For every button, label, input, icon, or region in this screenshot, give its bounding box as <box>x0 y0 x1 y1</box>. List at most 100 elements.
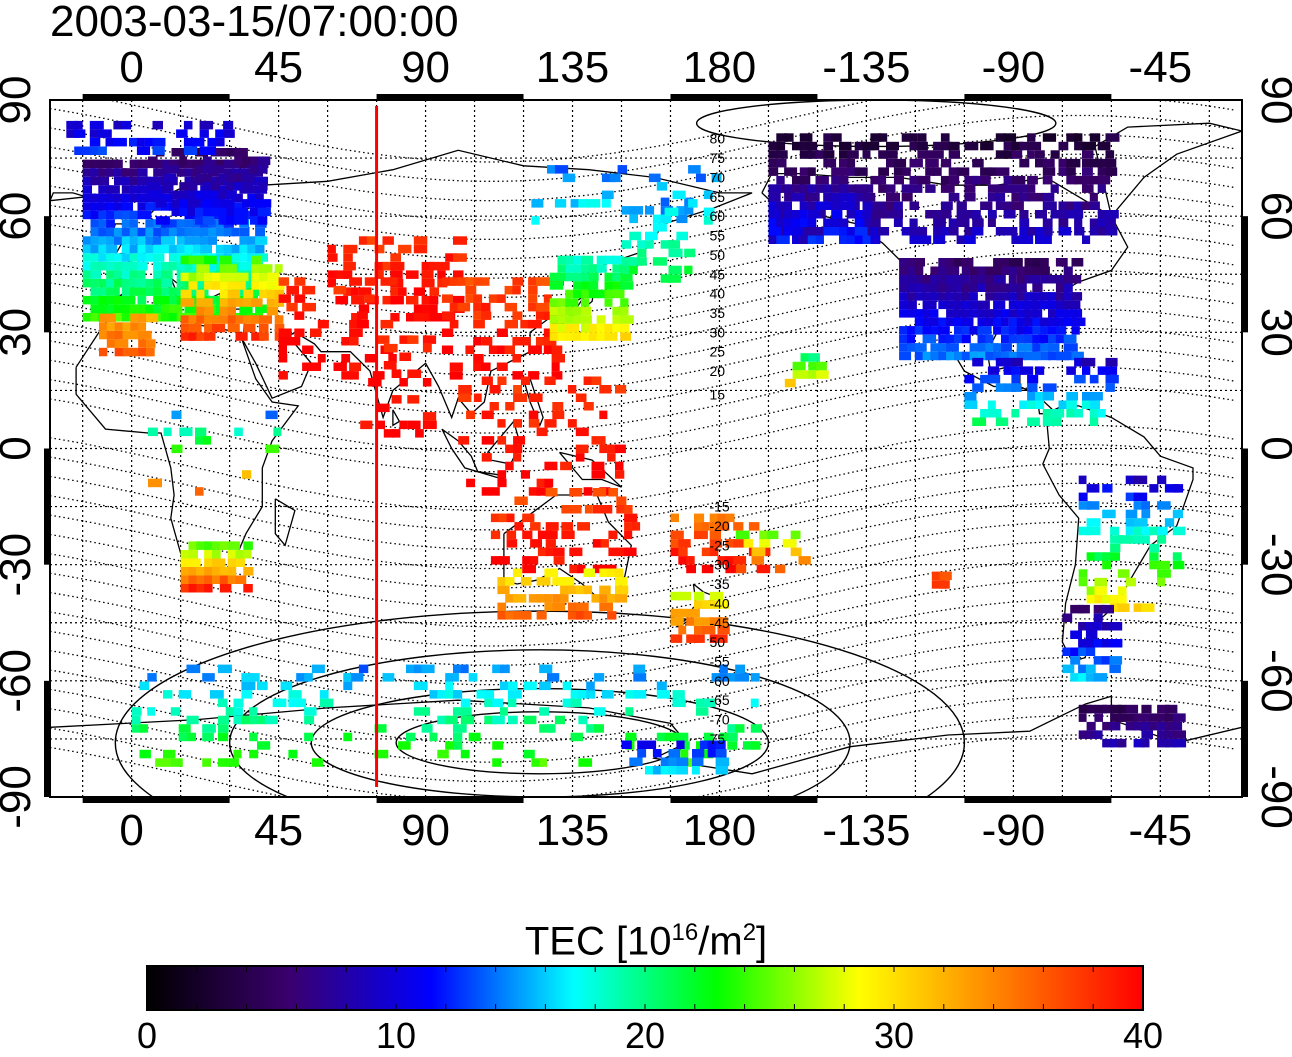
tec-cell <box>168 287 183 296</box>
tec-cell <box>717 522 730 531</box>
tec-cell <box>686 608 700 618</box>
tec-cell <box>114 176 127 186</box>
tec-cell <box>807 201 819 210</box>
tec-cell <box>390 253 401 262</box>
tec-cell <box>993 300 1006 310</box>
tec-cell <box>137 304 150 313</box>
tec-cell <box>670 547 679 557</box>
tec-cell <box>980 141 994 151</box>
tec-cell <box>768 201 780 210</box>
tec-cell <box>180 584 191 593</box>
tec-cell <box>1157 475 1167 485</box>
tec-cell <box>719 673 728 682</box>
tec-cell <box>768 158 778 168</box>
tec-cell <box>1070 647 1082 656</box>
tec-cell <box>1105 383 1115 392</box>
tec-cell <box>776 210 788 219</box>
tec-cell <box>1063 275 1073 284</box>
tec-cell <box>89 120 104 130</box>
tec-cell <box>242 470 252 479</box>
tec-cell <box>505 444 519 454</box>
tec-cell <box>1035 392 1047 401</box>
tec-cell <box>539 681 551 691</box>
x-tick-bottom: 180 <box>683 806 756 855</box>
tec-cell <box>586 690 596 699</box>
tec-cell <box>184 236 196 245</box>
tec-cell <box>633 664 646 674</box>
tec-cell <box>565 298 579 307</box>
tec-cell <box>961 309 973 318</box>
tec-cell <box>390 287 400 296</box>
tec-cell <box>784 218 795 227</box>
tec-cell <box>259 315 272 324</box>
tec-cell <box>977 283 992 292</box>
tec-cell <box>1109 664 1121 674</box>
tec-cell <box>161 244 174 254</box>
tec-cell <box>931 580 946 589</box>
tec-cell <box>1071 326 1080 335</box>
tec-cell <box>153 227 162 237</box>
tec-cell <box>204 323 215 333</box>
tec-cell <box>1082 175 1092 185</box>
tec-cell <box>208 176 218 186</box>
tec-cell <box>799 235 812 244</box>
tec-cell <box>145 244 155 254</box>
tec-cell <box>599 568 610 577</box>
tec-cell <box>862 192 873 202</box>
tec-cell <box>163 758 172 767</box>
tec-cell <box>507 690 522 699</box>
tec-cell <box>188 315 200 324</box>
tec-cell <box>453 741 463 750</box>
tec-cell <box>1082 392 1094 401</box>
tec-cell <box>204 332 216 341</box>
tec-cell <box>257 741 271 750</box>
tec-cell <box>98 295 109 305</box>
tec-cell <box>251 264 264 273</box>
tec-cell <box>567 385 577 394</box>
tec-cell <box>249 199 263 208</box>
tec-cell <box>349 319 358 329</box>
tec-cell <box>512 277 524 286</box>
tec-cell <box>581 289 592 299</box>
tec-cell <box>954 334 965 344</box>
tec-cell <box>106 295 117 305</box>
tec-cell <box>543 328 553 337</box>
tec-cell <box>1172 560 1185 570</box>
contour-line <box>50 385 1236 473</box>
tec-cell <box>513 385 522 394</box>
tec-cell <box>995 201 1008 210</box>
tec-cell <box>933 150 944 159</box>
tec-cell <box>823 150 835 159</box>
tec-cell <box>383 429 395 438</box>
tec-cell <box>1016 334 1026 344</box>
tec-cell <box>1097 141 1111 151</box>
coastline <box>50 192 87 202</box>
tec-cell <box>652 766 664 775</box>
contour-label: 55 <box>709 228 725 244</box>
tec-cell <box>146 347 155 357</box>
tec-cell <box>1074 218 1083 227</box>
tec-cell <box>956 201 967 210</box>
tec-cell <box>90 278 99 288</box>
tec-cell <box>727 724 737 733</box>
tec-cell <box>1141 721 1155 731</box>
tec-cell <box>607 444 619 454</box>
contour-label: 75 <box>709 150 725 166</box>
tec-cell <box>1105 210 1119 219</box>
tec-cell <box>1016 351 1026 361</box>
tec-cell <box>121 219 133 228</box>
tec-cell <box>1117 586 1127 595</box>
tec-cell <box>925 158 939 168</box>
tec-cell <box>227 567 237 576</box>
tec-cell <box>457 277 470 286</box>
tec-cell <box>153 278 162 288</box>
tec-cell <box>374 270 384 279</box>
tec-cell <box>1086 704 1096 714</box>
colorbar-title-unit: /m <box>698 919 743 964</box>
tec-cell <box>121 236 135 245</box>
tec-cell <box>1133 492 1148 502</box>
tec-cell <box>656 690 671 699</box>
tec-cell <box>545 547 556 557</box>
tec-cell <box>239 253 253 262</box>
tec-cell <box>1016 275 1026 284</box>
